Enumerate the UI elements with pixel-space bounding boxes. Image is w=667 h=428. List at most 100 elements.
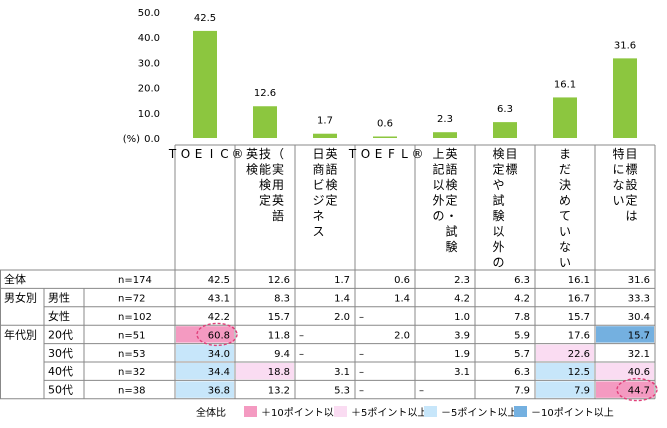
category-label-char: L [401, 147, 408, 161]
legend-label: ＋5ポイント以上 [351, 407, 427, 419]
cell-value: 6.3 [514, 367, 530, 378]
category-label-char: 商 [312, 162, 324, 177]
highlight-cell [236, 363, 294, 380]
category-label-char: 定 [259, 193, 271, 208]
cell-value: 36.8 [208, 386, 230, 397]
y-unit-label: (%) [123, 134, 140, 145]
y-tick-label: 50.0 [138, 8, 160, 19]
row-n-label: n=53 [118, 349, 145, 360]
cell-value: 15.7 [628, 330, 650, 341]
category-label-char: の [492, 256, 504, 270]
category-label-char: T [348, 147, 357, 161]
y-tick-label: 30.0 [138, 58, 160, 69]
category-label-char: 標 [625, 163, 637, 177]
category-label-char: C [220, 147, 228, 161]
category-label-char: 語 [272, 208, 284, 223]
row-n-label: n=38 [118, 386, 145, 397]
bar-value-label: 2.3 [437, 114, 453, 125]
category-label-char: 特 [612, 146, 624, 161]
category-label-char: O [361, 147, 370, 161]
bar-value-label: 42.5 [194, 13, 216, 24]
legend-swatch [334, 406, 347, 417]
bar-value-label: 31.6 [614, 40, 636, 51]
category-label-char: 実 [272, 162, 284, 177]
highlight-circle [196, 322, 238, 347]
highlight-cell [176, 363, 234, 380]
cell-value: 15.7 [568, 312, 590, 323]
row-n-label: n=102 [118, 312, 152, 323]
category-label-char: ビ [312, 178, 324, 192]
category-label-char: 定 [445, 193, 457, 208]
legend-swatch [514, 406, 527, 417]
cell-value: 30.4 [628, 312, 650, 323]
cell-value: 3.9 [454, 330, 470, 341]
cell-value: 9.4 [274, 349, 290, 360]
category-label-char: な [559, 240, 571, 254]
cell-value: 16.1 [568, 275, 590, 286]
row-sub-label: 30代 [48, 347, 73, 360]
category-label-char: は [625, 209, 637, 223]
category-label-char: 技 [259, 147, 271, 161]
category-label-char: 決 [559, 178, 571, 192]
category-label-char: 検 [492, 147, 504, 161]
cell-value: 7.9 [514, 386, 530, 397]
category-label-char: 検 [246, 163, 258, 177]
cell-value: 32.1 [628, 349, 650, 360]
cell-value: 44.7 [628, 386, 650, 397]
category-label-char: O [181, 147, 190, 161]
category-label-char: E [195, 147, 203, 161]
category-label-char: 目 [505, 147, 517, 161]
cell-value: 42.2 [208, 312, 230, 323]
highlight-cell [176, 344, 234, 361]
legend-title: 全体比 [196, 406, 226, 419]
category-label-char: 定 [325, 193, 337, 208]
category-label-char: 用 [272, 178, 284, 192]
category-label-char: ま [559, 147, 571, 161]
category-label-char: 試 [492, 193, 504, 208]
cell-value: 13.2 [268, 386, 290, 397]
category-label-char: 以 [432, 178, 444, 192]
y-tick-label: 40.0 [138, 33, 160, 44]
highlight-cell [596, 363, 654, 380]
category-label-char: 語 [325, 162, 337, 177]
cell-value: 5.9 [514, 330, 530, 341]
bar [493, 122, 517, 138]
legend-swatch [424, 406, 437, 417]
category-label-char: I [210, 147, 214, 161]
category-label-char: な [612, 178, 624, 192]
category-label-char: 英 [246, 147, 258, 161]
legend-label: －5ポイント以上 [441, 407, 517, 419]
cell-value: 3.1 [334, 367, 350, 378]
bar [433, 132, 457, 138]
category-label-char: 験 [492, 208, 504, 223]
category-label-char: 検 [325, 178, 337, 192]
category-label-char: ネ [312, 209, 324, 223]
bar-value-label: 0.6 [377, 118, 393, 129]
category-label-char: て [559, 209, 571, 223]
category-label-char: 試 [445, 224, 457, 239]
category-label-char: 定 [625, 193, 637, 208]
cell-value: 40.6 [628, 367, 650, 378]
y-tick-label: 10.0 [138, 109, 160, 120]
category-label-char: 標 [505, 163, 517, 177]
category-label-char: 検 [259, 178, 271, 192]
category-label-char: 能 [259, 163, 271, 177]
cell-value: – [299, 330, 304, 341]
bar [313, 133, 337, 138]
row-group-label: 全体 [4, 272, 26, 286]
highlight-cell [596, 326, 654, 343]
bar [613, 58, 637, 139]
cell-value: 12.6 [268, 275, 290, 286]
category-label-char: 外 [432, 194, 444, 208]
cell-value: 18.8 [268, 367, 290, 378]
cell-value: 5.7 [514, 349, 530, 360]
bar [253, 106, 277, 138]
cell-value: 31.6 [628, 275, 650, 286]
bar [553, 97, 577, 138]
row-n-label: n=32 [118, 367, 145, 378]
highlight-cell [536, 344, 594, 361]
cell-value: 1.9 [454, 349, 470, 360]
bar-value-label: 12.6 [254, 88, 276, 99]
cell-value: 4.2 [514, 294, 530, 305]
